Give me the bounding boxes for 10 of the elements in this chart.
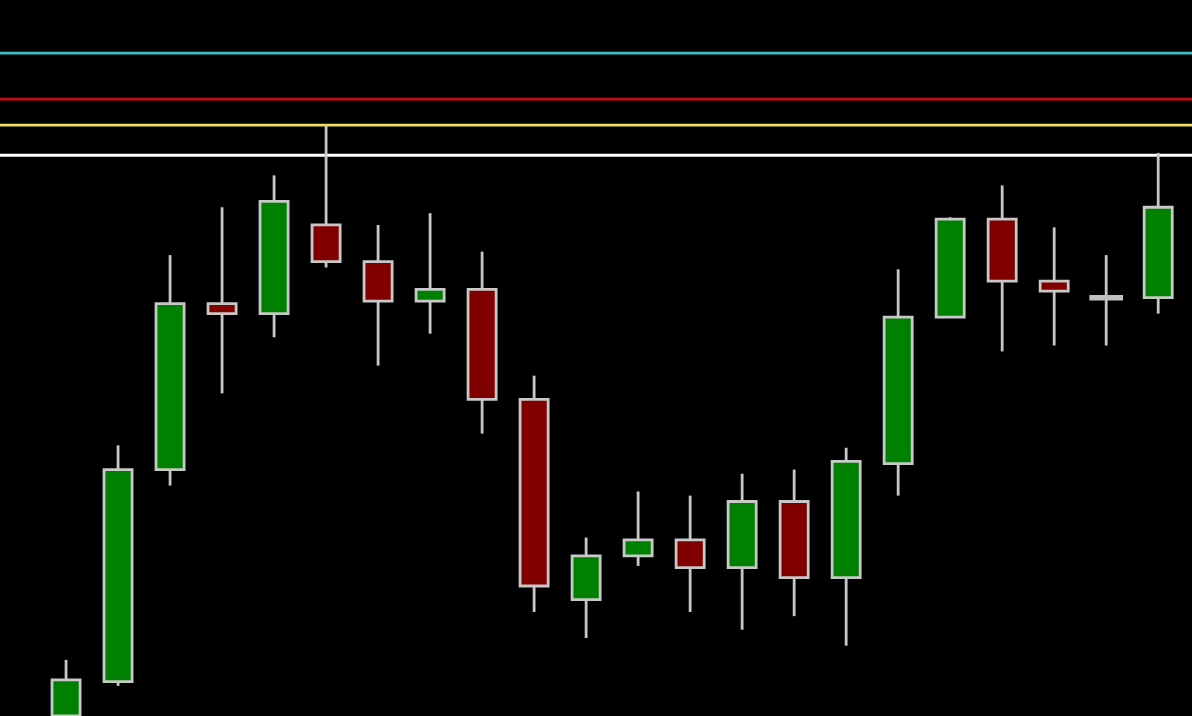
candlestick [1089,253,1124,347]
candlestick [414,211,446,336]
candlestick [1038,225,1070,347]
candlestick [362,223,394,367]
candlestick [570,536,602,640]
candlestick [50,658,82,716]
candlestick [310,123,342,269]
candlestick [622,490,654,568]
candlestick [674,494,706,614]
candlestick [206,205,238,395]
